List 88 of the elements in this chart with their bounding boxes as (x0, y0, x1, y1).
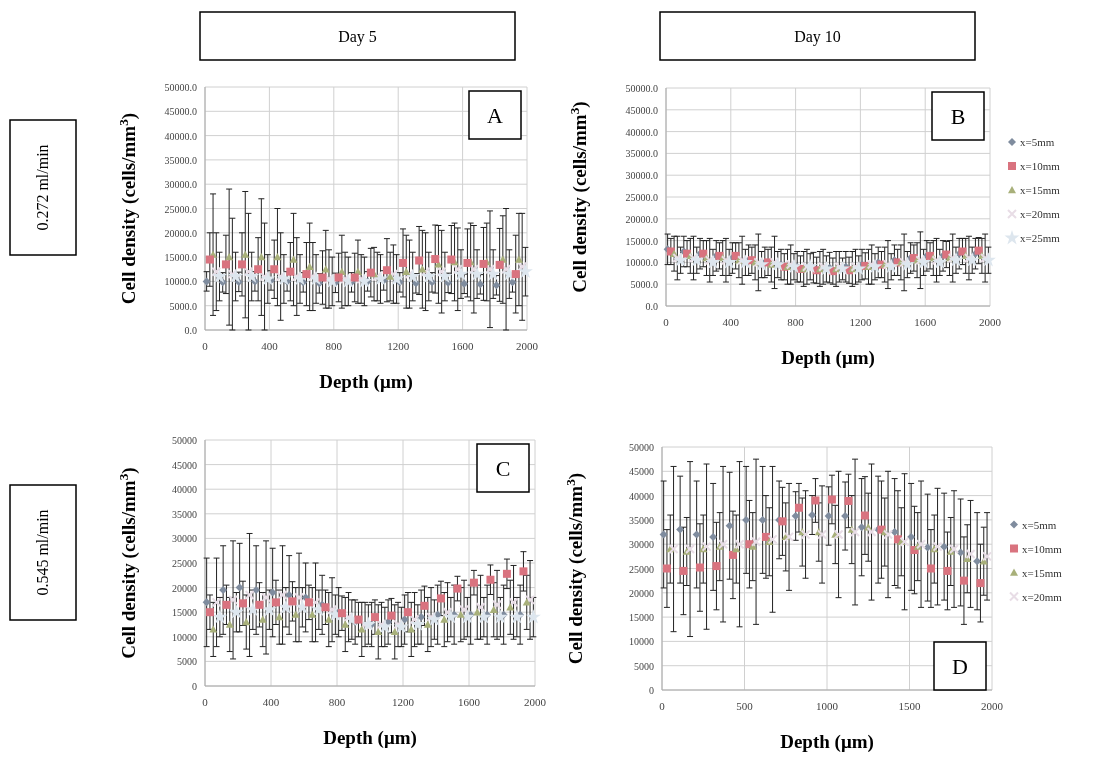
y-tick-label: 0 (649, 685, 654, 696)
y-tick-label: 35000 (172, 508, 197, 520)
x-tick-label: 2000 (524, 696, 547, 708)
legend-label: x=15mm (1020, 184, 1061, 196)
y-tick-label: 25000.0 (164, 203, 197, 215)
y-tick-label: 15000.0 (164, 252, 197, 264)
y-tick-label: 25000.0 (625, 192, 658, 203)
y-tick-label: 0 (192, 681, 197, 692)
y-tick-label: 30000 (172, 533, 197, 545)
x-tick-label: 1000 (816, 700, 839, 712)
y-tick-label: 45000 (629, 466, 654, 478)
y-tick-label: 0.0 (645, 301, 658, 312)
y-tick-label: 15000 (629, 612, 654, 624)
y-tick-label: 40000 (629, 490, 654, 502)
x-tick-label: 800 (787, 316, 805, 328)
x-tick-label: 800 (328, 696, 346, 708)
y-tick-label: 40000.0 (164, 130, 197, 142)
y-tick-label: 25000 (172, 558, 197, 569)
y-tick-label: 5000.0 (630, 279, 658, 291)
legend-label: x=10mm (1022, 542, 1063, 555)
legend-label: x=20mm (1020, 208, 1061, 220)
y-tick-label: 35000.0 (164, 154, 197, 166)
x-tick-label: 2000 (979, 316, 1002, 328)
y-tick-label: 45000.0 (164, 106, 197, 118)
y-tick-label: 45000 (172, 459, 197, 471)
y-tick-label: 20000.0 (164, 227, 197, 239)
x-axis-title: Depth (μm) (780, 731, 874, 753)
y-tick-label: 20000 (172, 582, 197, 594)
legend-label: x=15mm (1022, 566, 1063, 579)
x-tick-label: 0 (202, 696, 209, 708)
legend-label: x=25mm (1020, 232, 1061, 244)
text: Day 5 (338, 28, 377, 46)
legend-label: x=10mm (1020, 160, 1061, 172)
x-tick-label: 1200 (392, 696, 415, 708)
legend-label: x=20mm (1022, 590, 1063, 603)
text: A (487, 103, 504, 128)
y-tick-label: 10000.0 (164, 276, 197, 288)
x-tick-label: 2000 (516, 340, 539, 352)
y-tick-label: 35000 (629, 514, 654, 526)
x-tick-label: 800 (325, 340, 343, 352)
y-tick-label: 50000.0 (164, 82, 197, 93)
x-tick-label: 400 (722, 316, 740, 328)
y-tick-label: 0.0 (184, 325, 197, 336)
x-tick-label: 1600 (458, 696, 481, 708)
x-axis-title: Depth (μm) (319, 371, 413, 393)
text: D (952, 654, 968, 679)
y-tick-label: 50000 (172, 435, 197, 446)
y-tick-label: 10000.0 (625, 257, 658, 269)
x-axis-title: Depth (μm) (323, 727, 417, 749)
y-tick-label: 50000 (629, 442, 654, 453)
y-tick-label: 30000.0 (625, 170, 658, 182)
y-tick-label: 40000 (172, 484, 197, 496)
y-tick-label: 10000 (629, 636, 654, 648)
y-tick-label: 15000.0 (625, 235, 658, 247)
text: B (950, 104, 966, 129)
x-axis-title: Depth (μm) (781, 347, 875, 369)
text: 0.272 ml/min (34, 144, 51, 231)
y-tick-label: 35000.0 (625, 148, 658, 160)
y-tick-label: 20000 (629, 587, 654, 599)
x-tick-label: 1500 (898, 700, 921, 712)
y-tick-label: 5000.0 (169, 300, 197, 312)
y-tick-label: 5000 (634, 660, 654, 672)
x-tick-label: 0 (659, 700, 666, 712)
x-tick-label: 1200 (387, 340, 410, 352)
y-tick-label: 5000 (177, 656, 197, 668)
x-tick-label: 0 (663, 316, 670, 328)
y-tick-label: 25000 (629, 563, 654, 575)
y-tick-label: 10000 (172, 631, 197, 643)
text: Day 10 (794, 28, 841, 46)
y-tick-label: 20000.0 (625, 213, 658, 225)
y-tick-label: 30000.0 (164, 179, 197, 191)
y-tick-label: 15000 (172, 607, 197, 619)
x-tick-label: 2000 (981, 700, 1004, 712)
legend-label: x=5mm (1020, 136, 1055, 148)
x-tick-label: 1200 (849, 316, 872, 328)
y-tick-label: 40000.0 (625, 126, 658, 138)
y-tick-label: 30000 (629, 539, 654, 551)
x-tick-label: 400 (262, 696, 280, 708)
text: 0.545 ml/min (34, 509, 51, 596)
text: C (495, 456, 511, 481)
y-tick-label: 50000.0 (625, 83, 658, 94)
legend-label: x=5mm (1022, 518, 1057, 531)
x-tick-label: 1600 (914, 316, 937, 328)
x-tick-label: 0 (202, 340, 209, 352)
x-tick-label: 500 (736, 700, 754, 712)
x-tick-label: 1600 (451, 340, 475, 352)
y-tick-label: 45000.0 (625, 104, 658, 116)
x-tick-label: 400 (261, 340, 279, 352)
